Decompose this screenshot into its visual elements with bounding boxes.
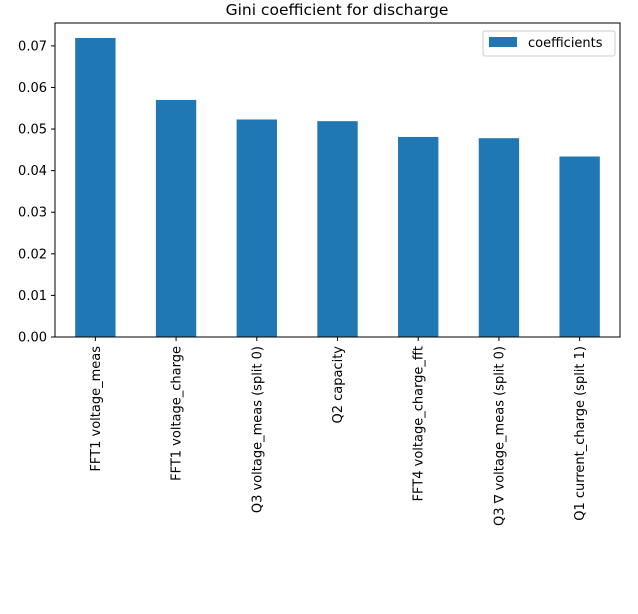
axes-layer: 0.00 0.01 0.02 0.03 0.04 0.05 0.06 0.07 FFT1 vol… <box>18 22 621 526</box>
legend-label: coefficients <box>528 36 603 51</box>
x-tick-label: Q3 ∇ voltage_meas (split 0) <box>492 346 507 526</box>
bar <box>559 156 600 337</box>
y-tick-label: 0.06 <box>18 81 47 96</box>
x-tick-label: Q2 capacity <box>331 346 346 424</box>
x-tick-label: FFT1 voltage_charge <box>170 346 185 481</box>
y-tick-label: 0.01 <box>18 289 47 304</box>
legend-swatch <box>489 37 517 47</box>
chart-title: Gini coefficient for discharge <box>226 1 449 19</box>
bars-layer <box>75 37 600 338</box>
y-tick-label: 0.04 <box>18 164 47 179</box>
bar <box>317 121 358 338</box>
legend: coefficients <box>482 30 616 57</box>
x-tick-label: Q3 voltage_meas (split 0) <box>250 346 265 513</box>
bar <box>75 37 116 337</box>
bar <box>478 138 520 337</box>
y-tick-label: 0.00 <box>18 331 47 346</box>
y-tick-label: 0.03 <box>18 206 47 221</box>
y-tick-label: 0.02 <box>18 247 47 262</box>
bar <box>236 119 277 338</box>
bar <box>398 136 439 337</box>
x-tick-label: Q1 current_charge (split 1) <box>573 346 588 521</box>
x-tick-label: FFT4 voltage_charge_fft <box>412 346 427 501</box>
x-tick-label: FFT1 voltage_meas <box>89 346 104 472</box>
bar <box>155 99 197 337</box>
y-tick-label: 0.07 <box>18 39 47 54</box>
y-tick-label: 0.05 <box>18 123 47 138</box>
